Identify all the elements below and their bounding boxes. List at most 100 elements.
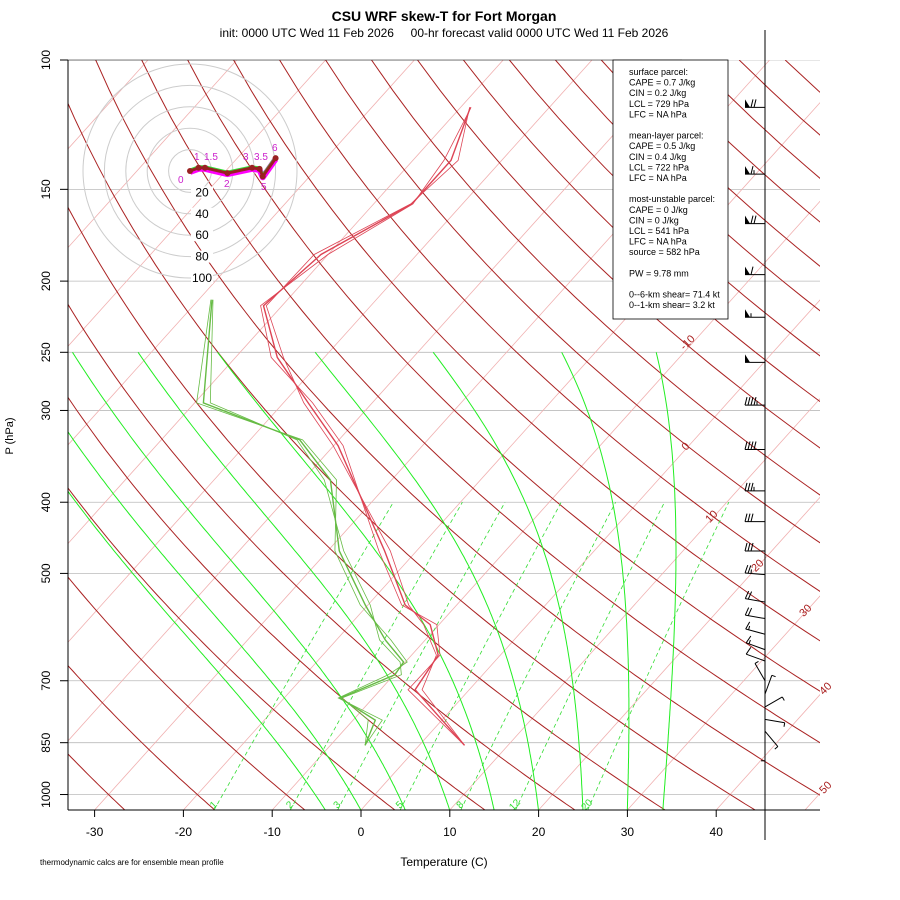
info-line: PW = 9.78 mm [629, 268, 689, 278]
wind-barb [764, 718, 786, 727]
footnote: thermodynamic calcs are for ensemble mea… [40, 858, 224, 867]
hodograph: 20 40 60 80 100 0 1 1.5 2 3 3.5 5 6 [82, 63, 298, 285]
info-box-frame [612, 59, 729, 320]
wind-barb [744, 441, 765, 450]
hodograph-point [187, 168, 193, 174]
dry-adiabat-line [233, 60, 820, 642]
info-line: 0--6-km shear= 71.4 kt [629, 290, 720, 300]
barb-feather [747, 396, 751, 406]
wind-barb [745, 215, 765, 225]
hodograph-height-label: 3 [243, 152, 249, 163]
moist-adiabat-line [72, 352, 406, 810]
barb-feather [747, 513, 751, 522]
info-line: mean-layer parcel: [629, 131, 704, 141]
barb-shaft [754, 663, 766, 681]
dry-adiabat-line [68, 487, 396, 810]
wind-barb [764, 674, 776, 695]
grid-lines [68, 60, 820, 810]
mixing-ratio-line [399, 502, 562, 810]
ring-label-bg [191, 186, 213, 199]
isotherm-line [449, 398, 820, 810]
barb-feather [744, 482, 748, 491]
info-line: CIN = 0 J/kg [629, 215, 679, 225]
barb-feather [750, 542, 754, 552]
barb-feather [747, 565, 752, 574]
moist-adiabat-line [137, 352, 451, 810]
dry-adiabat-line [68, 102, 756, 810]
wind-barb [745, 99, 765, 108]
wind-barb [744, 564, 766, 576]
hodograph-ring-label: 80 [195, 250, 209, 264]
axes: 1 2 3 5 8 12 20-100102030405010015020025030040… [39, 50, 834, 839]
wind-barb [745, 165, 765, 175]
mixing-ratio-label: 5 [394, 799, 406, 811]
barb-pennant [745, 166, 750, 175]
info-line: CAPE = 0.5 J/kg [629, 141, 695, 151]
wind-barb [745, 635, 766, 651]
hodograph-point [256, 165, 263, 172]
x-tick-label: 10 [443, 825, 457, 839]
barb-feather [744, 590, 750, 599]
y-tick-label: 1000 [39, 781, 53, 808]
barb-feather [745, 647, 752, 655]
info-line: CIN = 0.4 J/kg [629, 152, 686, 162]
profiles [196, 107, 472, 746]
dry-adiabat-line [68, 396, 486, 810]
dry-adiabat-line [141, 60, 820, 744]
hodograph-point [272, 155, 279, 162]
isotherm-line [68, 60, 238, 249]
dry-adiabat-line [68, 206, 666, 810]
barb-half-feather [748, 625, 751, 630]
barb-shaft [764, 696, 783, 708]
barb-feather [744, 564, 749, 574]
moist-adiabat-line [432, 351, 584, 810]
info-line: LCL = 722 hPa [629, 162, 689, 172]
hodograph-point [195, 164, 202, 171]
y-tick-label: 700 [39, 670, 53, 690]
isotherm-line [715, 694, 820, 810]
isotherm-line [68, 60, 504, 545]
y-tick-label: 400 [39, 492, 53, 512]
y-tick-label: 100 [39, 50, 53, 70]
y-tick-label: 150 [39, 179, 53, 199]
info-line: surface parcel: [629, 67, 688, 77]
hodograph-ring-label: 60 [195, 228, 209, 242]
wind-barb [744, 590, 766, 603]
wind-barb [745, 354, 765, 363]
x-tick-label: 0 [358, 825, 365, 839]
dry-adiabat-line [279, 60, 820, 592]
mixing-ratio-line [587, 502, 730, 810]
info-line: LFC = NA hPa [629, 109, 687, 119]
x-tick-label: -10 [264, 825, 282, 839]
wind-barb [754, 660, 766, 681]
ring-label-bg [191, 207, 213, 220]
moist-adiabat-line [655, 352, 677, 810]
mixing-ratio-line [515, 502, 665, 810]
mixing-ratio-label: 1 [208, 799, 220, 811]
barb-feather [750, 99, 754, 108]
barb-half-feather [781, 696, 785, 701]
chart-subtitle: init: 0000 UTC Wed 11 Feb 2026 00-hr for… [220, 26, 669, 40]
hodograph-ring-label: 20 [195, 185, 209, 199]
wind-barb [744, 396, 765, 406]
x-tick-label: 30 [621, 825, 635, 839]
info-line: CAPE = 0 J/kg [629, 205, 688, 215]
wind-barb [744, 607, 766, 620]
barb-feather [744, 607, 750, 616]
isotherm-label: 0 [679, 440, 692, 453]
barb-pennant [745, 266, 750, 275]
mixing-ratio-line [337, 502, 506, 810]
barb-feather [744, 441, 748, 450]
isotherm-line [68, 60, 415, 446]
dewpoint-line [209, 299, 402, 746]
wind-barb [745, 266, 765, 276]
hodograph-height-label: 1.5 [204, 152, 218, 163]
temperature-line [262, 107, 472, 746]
x-tick-label: -20 [175, 825, 193, 839]
barb-shaft [764, 675, 773, 695]
barb-feather [744, 396, 748, 406]
barb-pennant [745, 215, 750, 224]
chart-title: CSU WRF skew-T for Fort Morgan [332, 8, 557, 24]
dewpoint-line [196, 299, 408, 746]
